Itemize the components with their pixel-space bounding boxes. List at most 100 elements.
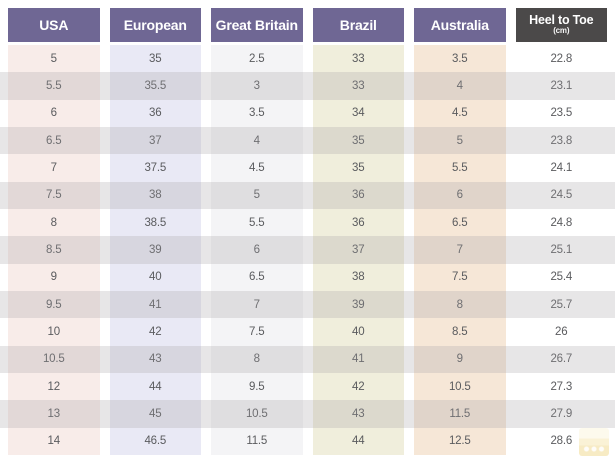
column-header-label: USA (39, 17, 69, 33)
cell-australia: 4 (414, 72, 506, 100)
column-header-label: Heel to Toe (529, 13, 594, 28)
table-row: 8 38.5 5.5 36 6.5 24.8 (0, 208, 615, 237)
column-header-brazil: Brazil (312, 8, 404, 42)
cell-usa: 5 (8, 45, 100, 73)
cell-brazil: 43 (312, 400, 404, 428)
cell-australia: 10.5 (414, 372, 506, 401)
cell-heel-to-toe: 25.1 (515, 236, 607, 264)
cell-european: 42 (109, 318, 201, 346)
cell-usa: 8 (8, 208, 100, 237)
cell-heel-to-toe: 23.5 (515, 99, 607, 127)
cell-european: 38.5 (109, 208, 201, 237)
cell-european: 35.5 (109, 72, 201, 100)
column-header-european: European (109, 8, 201, 42)
cell-usa: 6.5 (8, 126, 100, 155)
cell-great-britain: 6.5 (211, 263, 303, 291)
table-row: 10 42 7.5 40 8.5 26 (0, 318, 615, 346)
cell-usa: 14 (8, 427, 100, 455)
cell-great-britain: 3.5 (211, 99, 303, 127)
cell-australia: 3.5 (414, 45, 506, 73)
cell-heel-to-toe: 27.9 (515, 400, 607, 428)
cell-brazil: 44 (312, 427, 404, 455)
cell-brazil: 39 (312, 290, 404, 319)
cell-australia: 4.5 (414, 99, 506, 127)
cell-brazil: 40 (312, 318, 404, 346)
table-row: 8.5 39 6 37 7 25.1 (0, 236, 615, 264)
cell-european: 39 (109, 236, 201, 264)
column-header-australia: Australia (414, 8, 506, 42)
cell-brazil: 33 (312, 72, 404, 100)
cell-great-britain: 4 (211, 126, 303, 155)
cell-usa: 8.5 (8, 236, 100, 264)
cell-great-britain: 5.5 (211, 208, 303, 237)
cell-great-britain: 6 (211, 236, 303, 264)
cell-australia: 7 (414, 236, 506, 264)
column-header-great-britain: Great Britain (211, 8, 303, 42)
cell-brazil: 41 (312, 345, 404, 373)
cell-brazil: 36 (312, 181, 404, 209)
cell-australia: 11.5 (414, 400, 506, 428)
cell-great-britain: 11.5 (211, 427, 303, 455)
cell-great-britain: 9.5 (211, 372, 303, 401)
cell-australia: 9 (414, 345, 506, 373)
cell-heel-to-toe: 27.3 (515, 372, 607, 401)
cell-usa: 9 (8, 263, 100, 291)
cell-brazil: 33 (312, 45, 404, 73)
cell-european: 44 (109, 372, 201, 401)
column-header-label: Great Britain (215, 17, 298, 33)
cell-european: 43 (109, 345, 201, 373)
cell-great-britain: 10.5 (211, 400, 303, 428)
cell-brazil: 35 (312, 126, 404, 155)
cell-european: 45 (109, 400, 201, 428)
cell-european: 36 (109, 99, 201, 127)
table-row: 6.5 37 4 35 5 23.8 (0, 126, 615, 155)
cell-heel-to-toe: 26.7 (515, 345, 607, 373)
table-row: 10.5 43 8 41 9 26.7 (0, 345, 615, 374)
cell-usa: 7 (8, 154, 100, 182)
table-row: 5 35 2.5 33 3.5 22.8 (0, 45, 615, 73)
table-row: 6 36 3.5 34 4.5 23.5 (0, 99, 615, 127)
table-row: 5.5 35.5 3 33 4 23.1 (0, 72, 615, 100)
cell-brazil: 36 (312, 208, 404, 237)
watermark-logo (579, 428, 609, 456)
cell-australia: 5 (414, 126, 506, 155)
cell-usa: 9.5 (8, 290, 100, 319)
cell-usa: 5.5 (8, 72, 100, 100)
cell-heel-to-toe: 24.8 (515, 208, 607, 237)
cell-australia: 8.5 (414, 318, 506, 346)
cell-great-britain: 8 (211, 345, 303, 373)
cell-heel-to-toe: 25.4 (515, 263, 607, 291)
table-row: 7.5 38 5 36 6 24.5 (0, 181, 615, 210)
column-header-label: Brazil (339, 17, 377, 33)
cell-european: 38 (109, 181, 201, 209)
cell-usa: 13 (8, 400, 100, 428)
cell-great-britain: 3 (211, 72, 303, 100)
cell-european: 40 (109, 263, 201, 291)
cell-usa: 10.5 (8, 345, 100, 373)
column-header-usa: USA (8, 8, 100, 42)
header-row: USA European Great Britain Brazil Australia H… (8, 8, 607, 42)
cell-australia: 5.5 (414, 154, 506, 182)
cell-heel-to-toe: 23.1 (515, 72, 607, 100)
cell-great-britain: 4.5 (211, 154, 303, 182)
table-row: 7 37.5 4.5 35 5.5 24.1 (0, 154, 615, 182)
cell-brazil: 37 (312, 236, 404, 264)
cell-european: 35 (109, 45, 201, 73)
cell-european: 37.5 (109, 154, 201, 182)
cell-heel-to-toe: 22.8 (515, 45, 607, 73)
column-header-label: Australia (430, 17, 489, 33)
cell-australia: 6.5 (414, 208, 506, 237)
cell-australia: 12.5 (414, 427, 506, 455)
cell-brazil: 34 (312, 99, 404, 127)
cell-usa: 6 (8, 99, 100, 127)
cell-heel-to-toe: 25.7 (515, 290, 607, 319)
cell-usa: 12 (8, 372, 100, 401)
cell-great-britain: 2.5 (211, 45, 303, 73)
cell-usa: 10 (8, 318, 100, 346)
cell-heel-to-toe: 26 (515, 318, 607, 346)
cell-heel-to-toe: 24.1 (515, 154, 607, 182)
cell-brazil: 35 (312, 154, 404, 182)
column-header-heel-to-toe: Heel to Toe (cm) (515, 8, 607, 42)
cell-great-britain: 7 (211, 290, 303, 319)
